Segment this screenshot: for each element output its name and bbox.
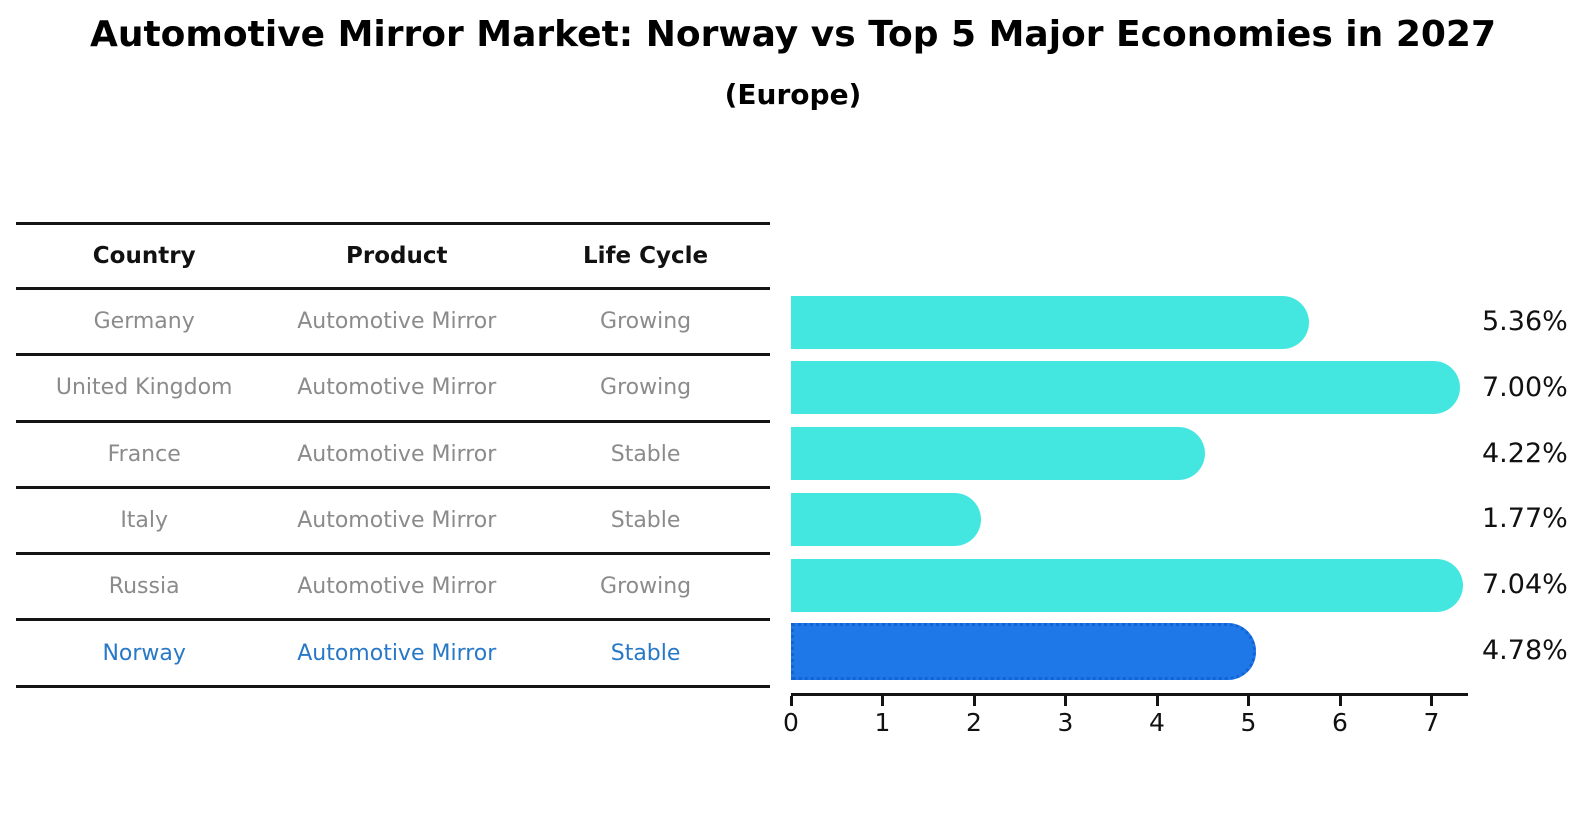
bar-italy <box>791 492 981 546</box>
table-cell-life-cycle: Stable <box>610 441 681 467</box>
table-cell-life-cycle: Growing <box>600 309 692 335</box>
table-row: Germany Automotive Mirror Growing <box>16 290 770 357</box>
x-axis-tick-label: 2 <box>966 708 982 737</box>
table-cell-product: Automotive Mirror <box>297 441 497 467</box>
table-cell-product: Automotive Mirror <box>297 508 497 534</box>
x-axis-tick <box>1430 696 1433 706</box>
x-axis-tick <box>1155 696 1159 706</box>
table-cell-product: Automotive Mirror <box>297 375 497 401</box>
table-row: United Kingdom Automotive Mirror Growing <box>16 356 770 423</box>
x-axis-line <box>791 693 1468 696</box>
table-row: Italy Automotive Mirror Stable <box>16 489 770 556</box>
x-axis-tick <box>972 696 976 706</box>
table-row: Russia Automotive Mirror Growing <box>16 555 770 622</box>
table-cell-product: Automotive Mirror <box>297 640 497 666</box>
x-axis-tick-label: 4 <box>1149 708 1165 737</box>
x-axis-tick-label: 3 <box>1057 708 1074 737</box>
x-axis-tick-label: 0 <box>783 708 799 737</box>
x-axis-tick <box>789 696 793 706</box>
bar-united-kingdom <box>791 361 1460 415</box>
table-cell-country: Norway <box>102 640 186 666</box>
bar-value-label: 5.36% <box>1482 306 1568 337</box>
table-row: Norway Automotive Mirror Stable <box>16 621 770 688</box>
table-cell-life-cycle: Stable <box>610 640 681 666</box>
table-row: France Automotive Mirror Stable <box>16 423 770 489</box>
country-table: Country Product Life Cycle Germany Automo… <box>16 222 770 688</box>
table-header-life-cycle: Life Cycle <box>583 243 709 269</box>
x-axis-tick <box>1247 696 1250 706</box>
chart-title: Automotive Mirror Market: Norway vs Top … <box>89 14 1497 55</box>
x-axis-tick-label: 5 <box>1240 708 1257 737</box>
table-cell-country: United Kingdom <box>55 375 233 401</box>
x-axis-tick-label: 6 <box>1332 708 1348 737</box>
bar-value-label: 1.77% <box>1482 503 1568 535</box>
table-header-product: Product <box>346 243 448 269</box>
table-header-row: Country Product Life Cycle <box>16 222 770 290</box>
bar-germany <box>791 295 1310 349</box>
table-cell-country: Germany <box>93 309 195 335</box>
table-cell-product: Automotive Mirror <box>297 309 497 335</box>
table-cell-life-cycle: Growing <box>600 574 692 600</box>
table-body: Germany Automotive Mirror Growing United Ki… <box>16 290 770 688</box>
bar-value-label: 4.22% <box>1482 437 1568 469</box>
table-cell-life-cycle: Stable <box>610 508 681 534</box>
table-cell-country: Russia <box>108 574 180 600</box>
bar-russia <box>791 558 1464 612</box>
bar-value-label: 7.04% <box>1482 569 1568 601</box>
bar-value-label: 7.00% <box>1482 371 1568 403</box>
bar-norway <box>791 622 1257 680</box>
table-header-country: Country <box>92 243 196 269</box>
table-cell-product: Automotive Mirror <box>297 574 497 600</box>
x-axis-tick-label: 1 <box>874 708 891 737</box>
table-cell-country: Italy <box>120 508 169 534</box>
bar-value-label: 4.78% <box>1482 635 1568 666</box>
table-cell-life-cycle: Growing <box>600 375 692 401</box>
x-axis-tick-label: 7 <box>1423 708 1440 737</box>
x-axis-tick <box>1064 696 1067 706</box>
x-axis-tick <box>1338 696 1342 706</box>
chart-subtitle: (Europe) <box>724 78 862 111</box>
bar-france <box>791 427 1206 481</box>
x-axis-tick <box>881 696 884 706</box>
table-cell-country: France <box>107 441 181 467</box>
